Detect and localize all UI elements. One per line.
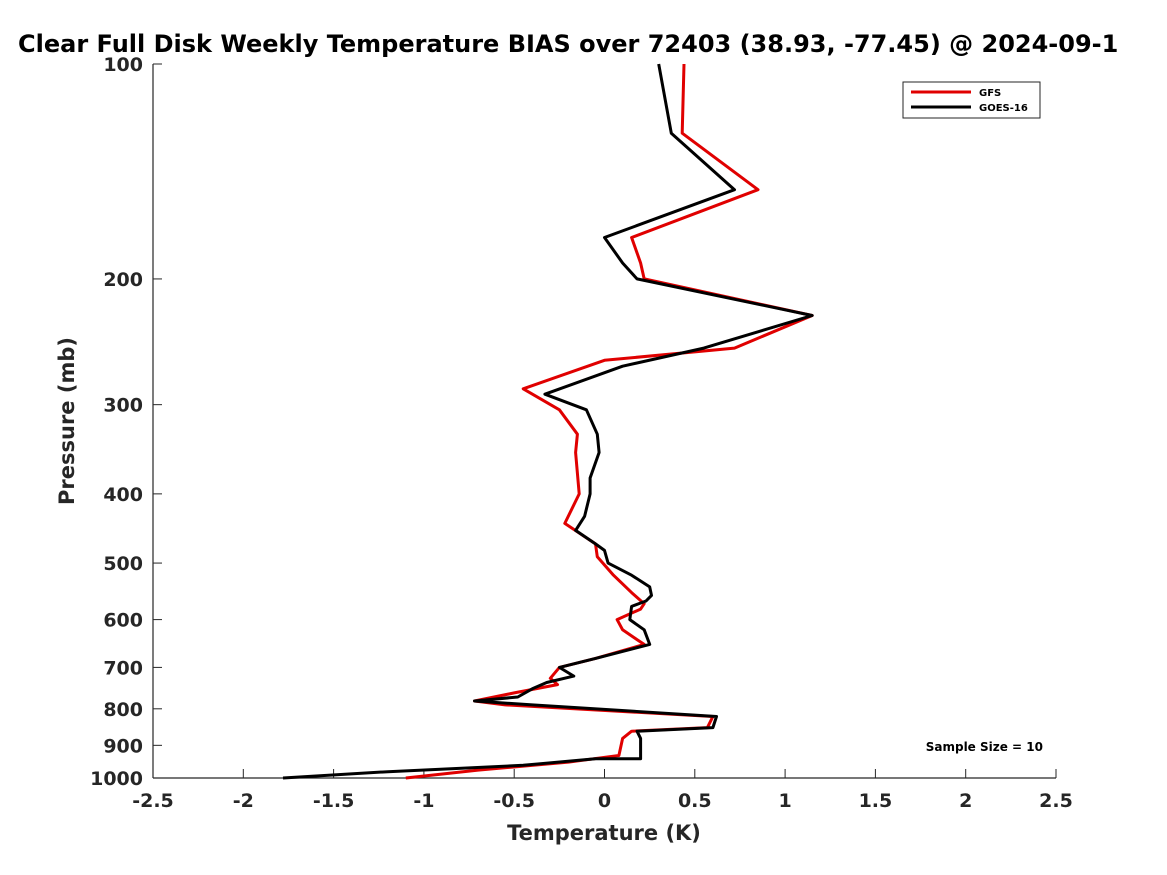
y-tick-label: 100: [103, 54, 143, 76]
y-tick-label: 500: [103, 553, 143, 575]
y-tick-label: 300: [103, 395, 143, 417]
x-tick-label: -0.5: [493, 790, 535, 812]
series-line-goes-16: [282, 63, 814, 780]
x-tick-label: 1: [778, 790, 791, 812]
y-tick-label: 900: [103, 735, 143, 757]
plot-area: [153, 64, 1056, 778]
x-tick-label: 0: [598, 790, 611, 812]
x-tick-label: 2.5: [1039, 790, 1073, 812]
y-tick-label: 700: [103, 657, 143, 679]
x-tick-label: -2.5: [132, 790, 174, 812]
y-tick-label: 600: [103, 610, 143, 632]
y-tick-label: 200: [103, 269, 143, 291]
x-tick-label: 2: [959, 790, 972, 812]
series-line-gfs: [405, 63, 814, 780]
legend-label: GOES-16: [979, 103, 1028, 114]
y-tick-label: 400: [103, 484, 143, 506]
y-axis-label: Pressure (mb): [55, 337, 79, 505]
y-tick-label: 800: [103, 699, 143, 721]
legend-box: [902, 81, 1041, 119]
x-axis-label: Temperature (K): [507, 821, 701, 845]
x-tick-label: 1.5: [859, 790, 893, 812]
x-tick-label: -1: [413, 790, 434, 812]
x-tick-label: -2: [233, 790, 254, 812]
axes: -2.5 -2 -1.5 -1 -0.5 0 0.5 1 1.5 2 2.5 100 200 300 400…: [90, 54, 1073, 812]
sample-size-annotation: Sample Size = 10: [926, 740, 1043, 754]
series-layer: [282, 63, 814, 780]
legend: GFS GOES-16: [902, 81, 1041, 119]
y-tick-label: 1000: [90, 768, 143, 790]
x-tick-label: -1.5: [313, 790, 355, 812]
x-tick-label: 0.5: [678, 790, 712, 812]
chart-title: Clear Full Disk Weekly Temperature BIAS …: [18, 30, 1118, 58]
legend-label: GFS: [979, 88, 1001, 99]
